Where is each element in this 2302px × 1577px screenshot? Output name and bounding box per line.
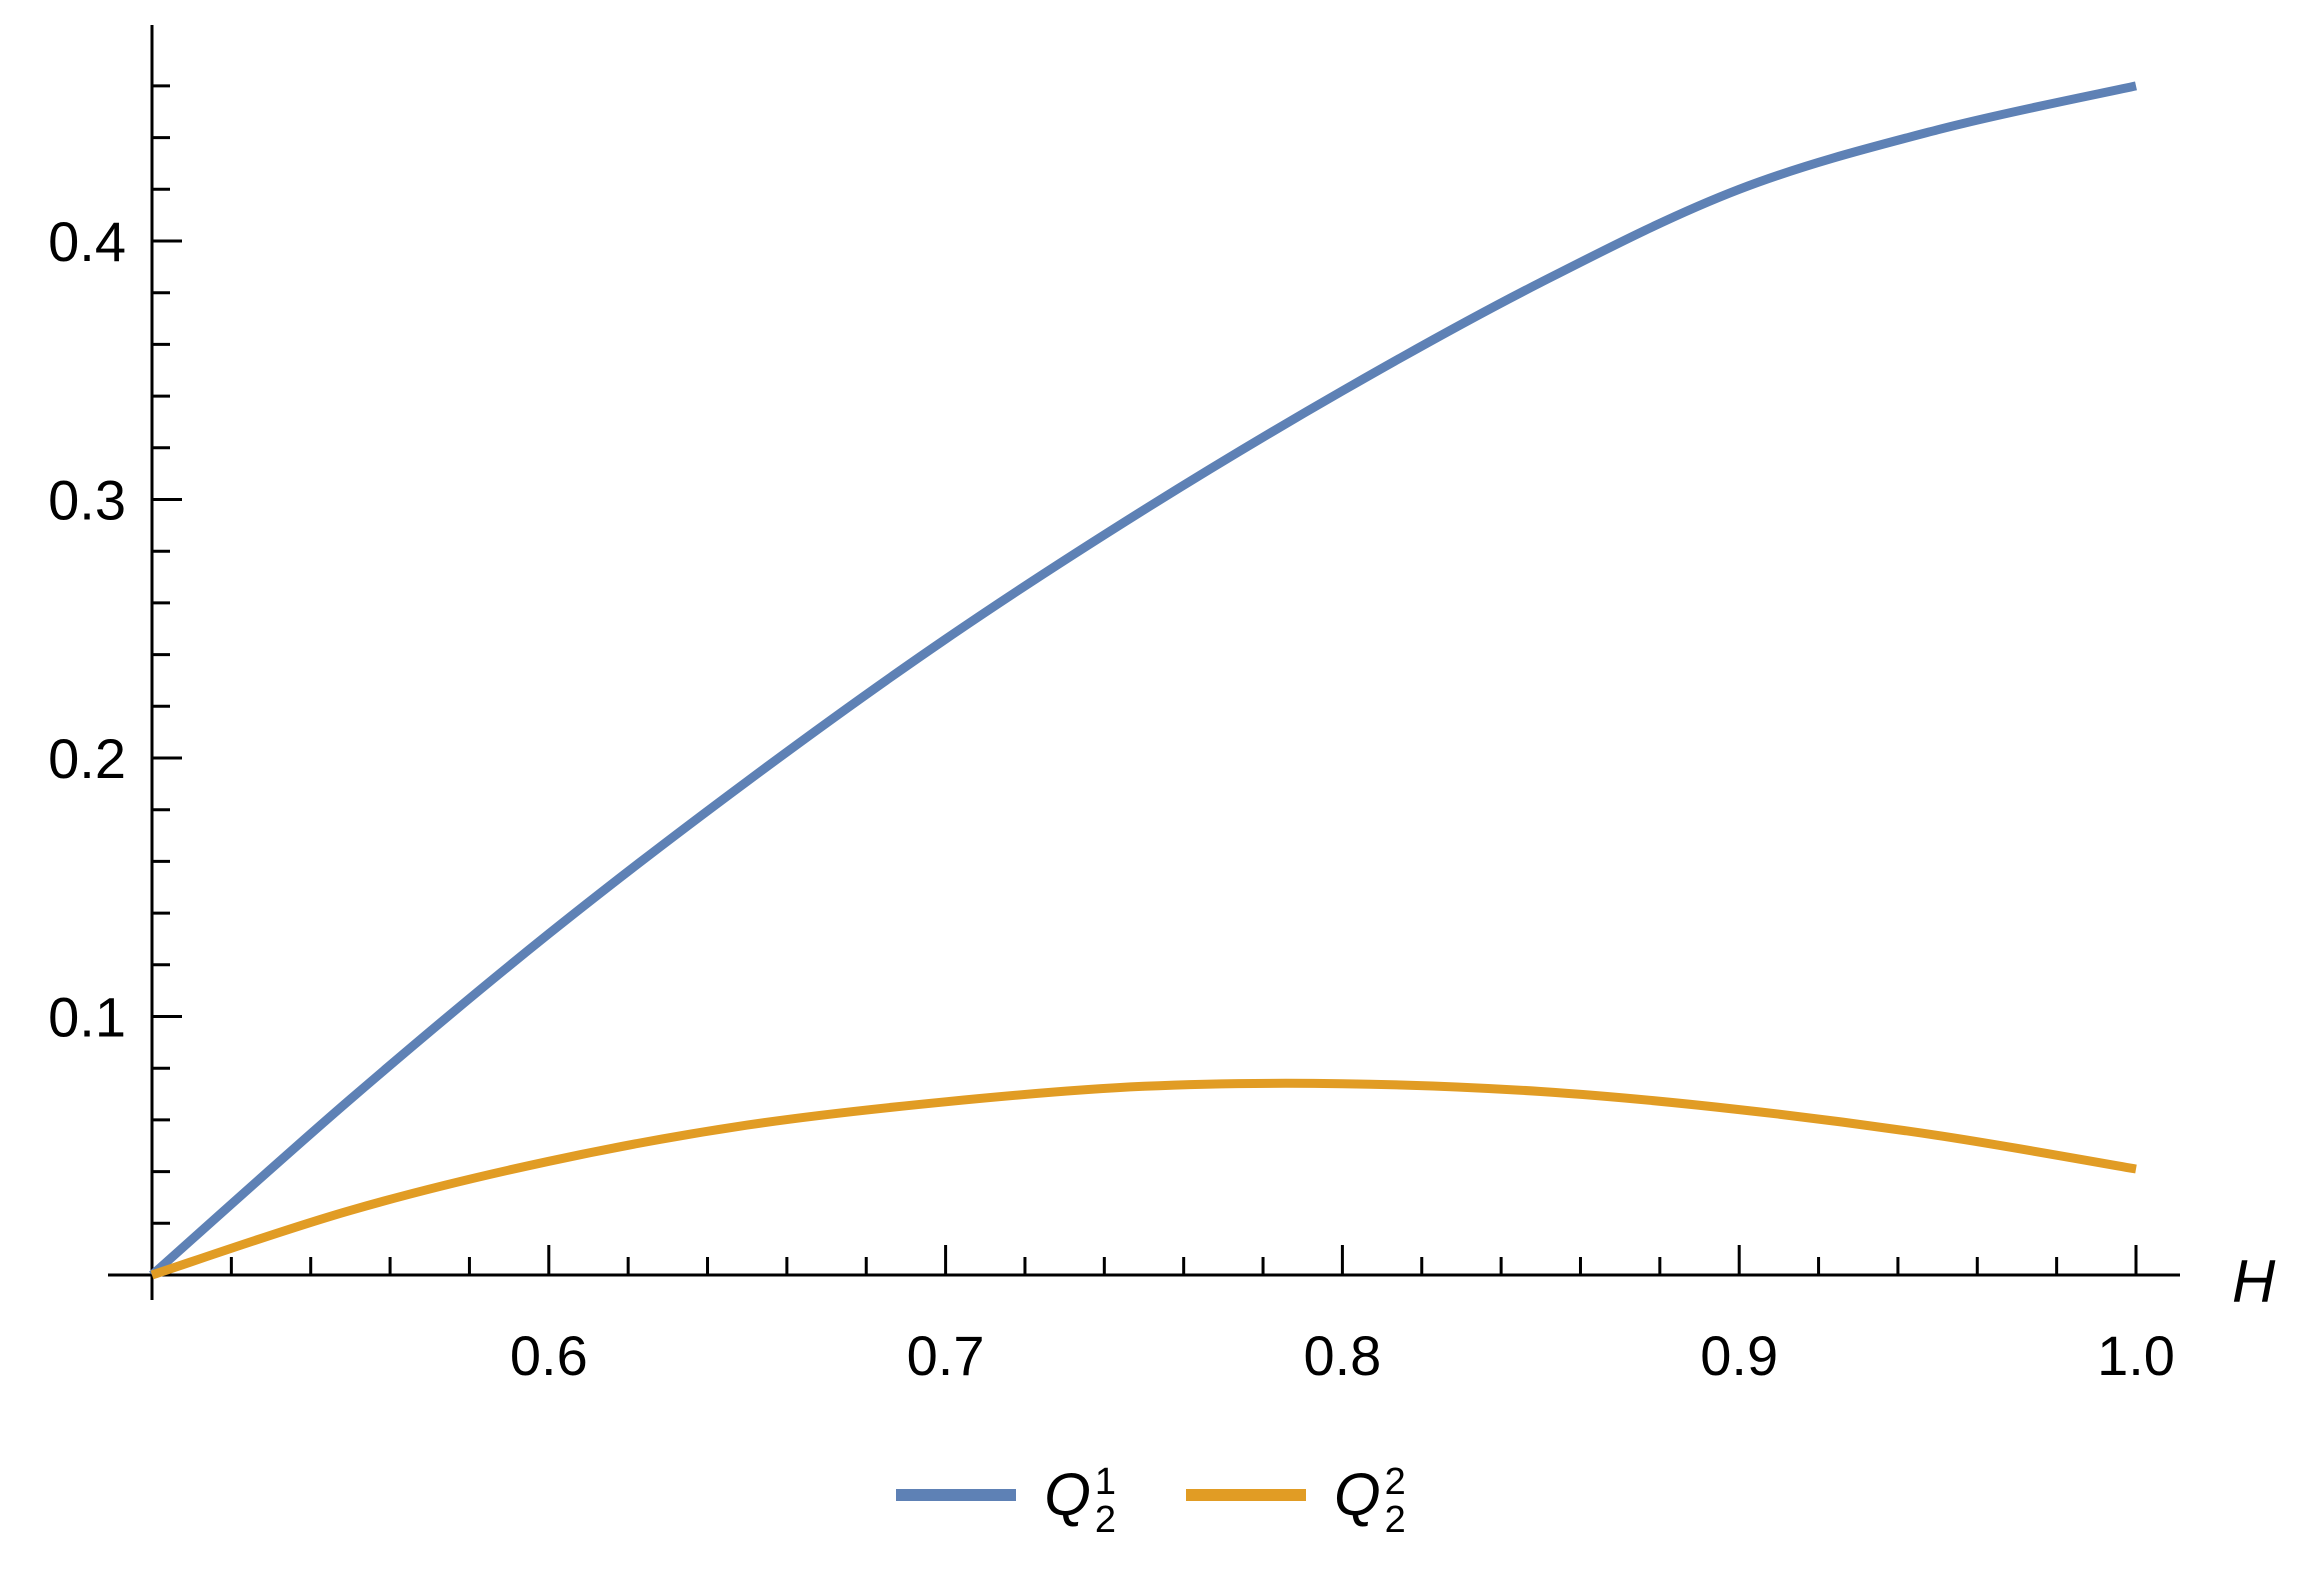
legend-item-2: Q 2 2 (1186, 1457, 1406, 1541)
axes: 0.6 0.7 0.8 0.9 1.0 0.1 0.2 0.3 0.4 (48, 25, 2180, 1387)
legend-item-1: Q 1 2 (896, 1457, 1116, 1541)
legend-label-1: Q 1 2 (1044, 1461, 1116, 1541)
series-line-2 (150, 1078, 2137, 1280)
series-line-1 (149, 81, 2137, 1279)
x-tick-label: 0.8 (1303, 1324, 1381, 1387)
x-tick-label: 0.7 (907, 1324, 985, 1387)
x-tick-label: 0.9 (1700, 1324, 1778, 1387)
x-axis-label: H (2232, 1248, 2276, 1315)
y-tick-label: 0.1 (48, 986, 126, 1049)
y-tick-label: 0.4 (48, 210, 126, 273)
series-layer (149, 81, 2137, 1280)
x-tick-label: 1.0 (2097, 1324, 2175, 1387)
y-tick-label: 0.2 (48, 727, 126, 790)
legend: Q 1 2 Q 2 2 (0, 1440, 2302, 1550)
legend-swatch-2 (1186, 1489, 1306, 1501)
legend-swatch-1 (896, 1489, 1017, 1501)
legend-label-2: Q 2 2 (1334, 1461, 1406, 1541)
y-tick-label: 0.3 (48, 469, 126, 532)
x-tick-label: 0.6 (510, 1324, 588, 1387)
